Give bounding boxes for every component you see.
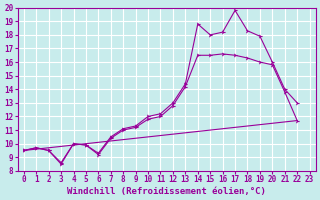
X-axis label: Windchill (Refroidissement éolien,°C): Windchill (Refroidissement éolien,°C) — [67, 187, 266, 196]
